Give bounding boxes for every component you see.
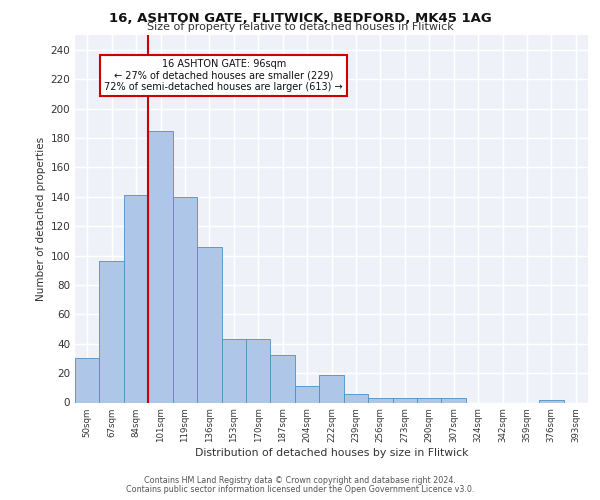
Bar <box>344 394 368 402</box>
Text: Contains public sector information licensed under the Open Government Licence v3: Contains public sector information licen… <box>126 484 474 494</box>
Bar <box>539 400 563 402</box>
Bar <box>221 340 246 402</box>
Bar <box>417 398 442 402</box>
Text: 16 ASHTON GATE: 96sqm
← 27% of detached houses are smaller (229)
72% of semi-det: 16 ASHTON GATE: 96sqm ← 27% of detached … <box>104 59 343 92</box>
Bar <box>392 398 417 402</box>
Bar <box>124 195 148 402</box>
Bar <box>173 196 197 402</box>
Bar <box>442 398 466 402</box>
Text: Size of property relative to detached houses in Flitwick: Size of property relative to detached ho… <box>146 22 454 32</box>
Bar <box>368 398 392 402</box>
Bar <box>246 340 271 402</box>
Bar <box>197 246 221 402</box>
Text: Contains HM Land Registry data © Crown copyright and database right 2024.: Contains HM Land Registry data © Crown c… <box>144 476 456 485</box>
Bar <box>295 386 319 402</box>
Bar <box>271 356 295 403</box>
Bar <box>148 130 173 402</box>
Bar <box>319 374 344 402</box>
Text: 16, ASHTON GATE, FLITWICK, BEDFORD, MK45 1AG: 16, ASHTON GATE, FLITWICK, BEDFORD, MK45… <box>109 12 491 26</box>
Y-axis label: Number of detached properties: Number of detached properties <box>36 136 46 301</box>
X-axis label: Distribution of detached houses by size in Flitwick: Distribution of detached houses by size … <box>195 448 468 458</box>
Bar <box>75 358 100 403</box>
Bar <box>100 262 124 402</box>
